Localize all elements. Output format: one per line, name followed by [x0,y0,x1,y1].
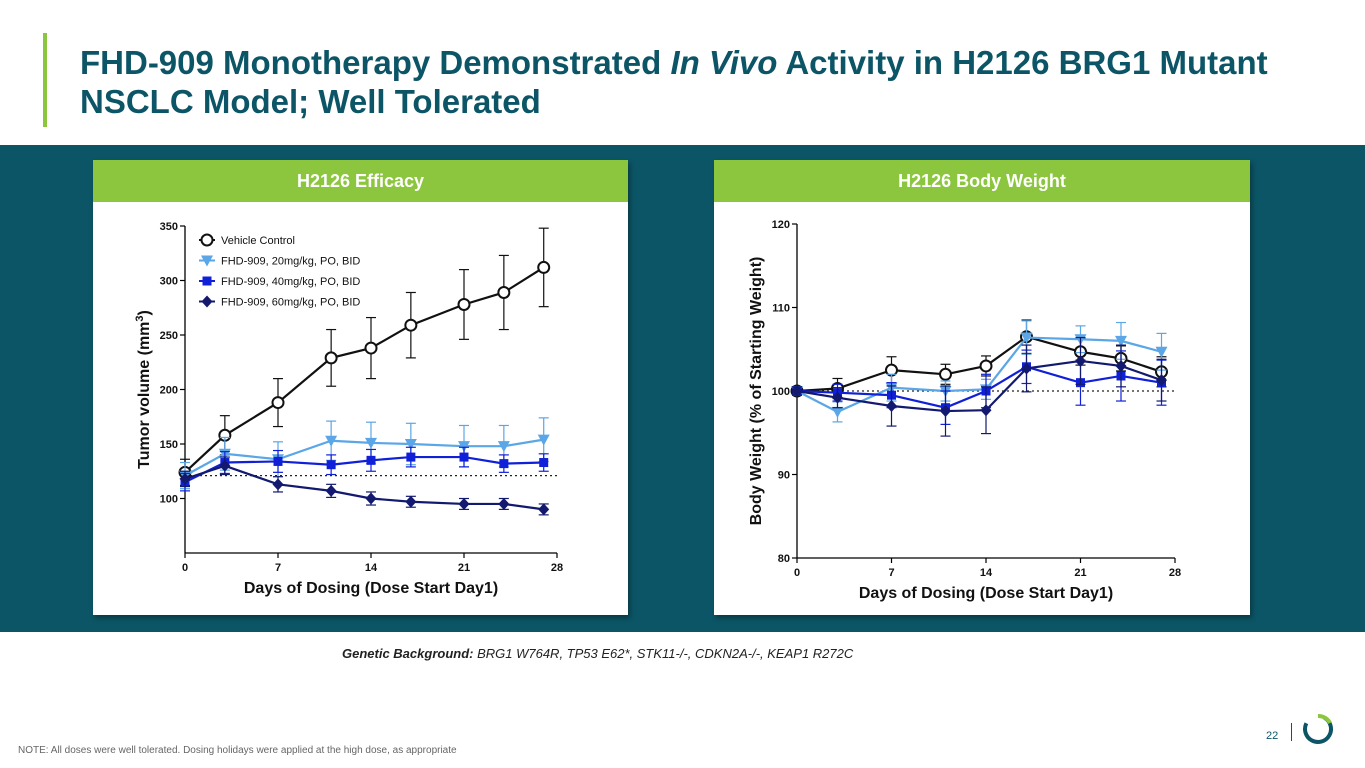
data-point-0 [497,285,511,299]
data-point-1 [831,406,844,418]
y-tick-label: 90 [778,470,790,482]
y-tick-label: 120 [772,219,790,231]
x-axis-label: Days of Dosing (Dose Start Day1) [244,580,498,597]
data-point-3 [219,459,231,472]
x-tick-label: 7 [888,567,894,579]
y-tick-label: 80 [778,553,790,565]
y-tick-label: 150 [160,439,178,451]
page-number: 22 [1266,730,1279,742]
title-part-1: FHD-909 Monotherapy Demonstrated [80,44,671,81]
legend-marker-2 [202,276,212,286]
data-point-3 [791,385,803,397]
data-point-2 [539,458,549,468]
footnote: NOTE: All doses were well tolerated. Dos… [18,745,457,756]
data-point-3 [458,497,470,510]
data-point-3 [538,503,550,516]
data-point-3 [272,478,284,491]
efficacy-chart: 100 150 200 250 300 350 0 7 14 21 28 Days of Dosing… [134,221,563,597]
legend-label-0: Vehicle Control [221,235,295,247]
legend-marker-1 [201,255,213,267]
y-tick-label: 100 [160,494,178,506]
x-tick-label: 21 [1074,567,1086,579]
data-point-0 [404,318,418,332]
y-axis-label: Tumor volume (mm3) [134,310,153,469]
data-point-0 [457,297,471,311]
x-tick-label: 7 [275,562,281,574]
data-point-1 [325,435,338,447]
data-point-0 [324,351,338,365]
title-italic: In Vivo [670,44,778,81]
body-weight-panel: H2126 Body Weight 80 90 100 110 120 0 7 14 21 28 D… [714,160,1250,615]
data-point-3 [832,391,843,404]
slide-title: FHD-909 Monotherapy Demonstrated In Vivo… [80,43,1280,121]
data-point-3 [1156,374,1167,387]
data-point-1 [1115,335,1127,347]
efficacy-panel-header: H2126 Efficacy [93,160,628,202]
data-point-2 [366,455,376,465]
title-part-2: Activity in H2126 BRG1 Mutant NSCLC Mode… [80,44,1268,120]
genetic-label: Genetic Background: [342,646,474,661]
data-point-3 [1075,354,1086,367]
data-point-2 [406,452,416,462]
body-weight-panel-header: H2126 Body Weight [714,160,1250,202]
data-point-0 [939,367,952,381]
legend-label-3: FHD-909, 60mg/kg, PO, BID [221,297,360,309]
data-point-2 [273,456,283,466]
y-tick-label: 350 [160,221,178,233]
data-point-1 [497,441,510,453]
data-point-3 [1115,359,1127,372]
data-point-1 [1155,346,1168,358]
y-axis-label: Body Weight (% of Starting Weight) [748,257,765,526]
data-point-2 [459,452,469,462]
data-point-3 [179,472,191,485]
y-tick-label: 300 [160,276,178,288]
x-tick-label: 28 [1169,567,1181,579]
title-accent-bar [43,33,47,127]
y-tick-label: 100 [772,386,790,398]
data-point-0 [364,341,378,355]
x-tick-label: 28 [551,562,563,574]
data-point-3 [980,404,992,417]
data-point-1 [404,439,417,450]
x-tick-label: 0 [794,567,800,579]
data-point-3 [498,497,510,510]
data-point-2 [326,460,336,470]
data-point-3 [405,495,417,508]
data-point-3 [940,405,951,418]
data-point-3 [886,400,897,413]
efficacy-panel: H2126 Efficacy 100 150 200 250 300 350 0 7 14 21 2… [93,160,628,615]
genetic-background: Genetic Background: BRG1 W764R, TP53 E62… [342,646,853,661]
data-point-3 [325,484,337,497]
data-point-1 [1020,332,1033,344]
x-tick-label: 14 [980,567,993,579]
y-tick-label: 250 [160,330,178,342]
y-tick-label: 200 [160,385,178,397]
data-point-1 [537,434,550,446]
data-point-2 [499,459,509,469]
data-point-0 [537,260,551,274]
x-tick-label: 21 [458,562,470,574]
legend-marker-3 [201,295,213,308]
legend-label-2: FHD-909, 40mg/kg, PO, BID [221,276,360,288]
data-point-1 [365,437,377,449]
legend-marker-0 [200,233,214,247]
series-line-2 [796,365,1162,409]
company-logo-icon [1303,714,1333,744]
page-separator [1291,723,1292,741]
x-tick-label: 0 [182,562,188,574]
y-tick-label: 110 [772,303,790,315]
legend-label-1: FHD-909, 20mg/kg, PO, BID [221,256,360,268]
series-line-3 [184,464,544,511]
body-weight-chart: 80 90 100 110 120 0 7 14 21 28 Days of Dosing (Dos… [748,219,1181,602]
data-point-3 [1021,362,1032,375]
x-axis-label: Days of Dosing (Dose Start Day1) [859,585,1113,602]
x-tick-label: 14 [365,562,378,574]
data-point-0 [271,396,285,410]
data-point-3 [365,492,377,505]
genetic-text: BRG1 W764R, TP53 E62*, STK11-/-, CDKN2A-… [473,646,854,661]
data-point-0 [979,359,993,373]
